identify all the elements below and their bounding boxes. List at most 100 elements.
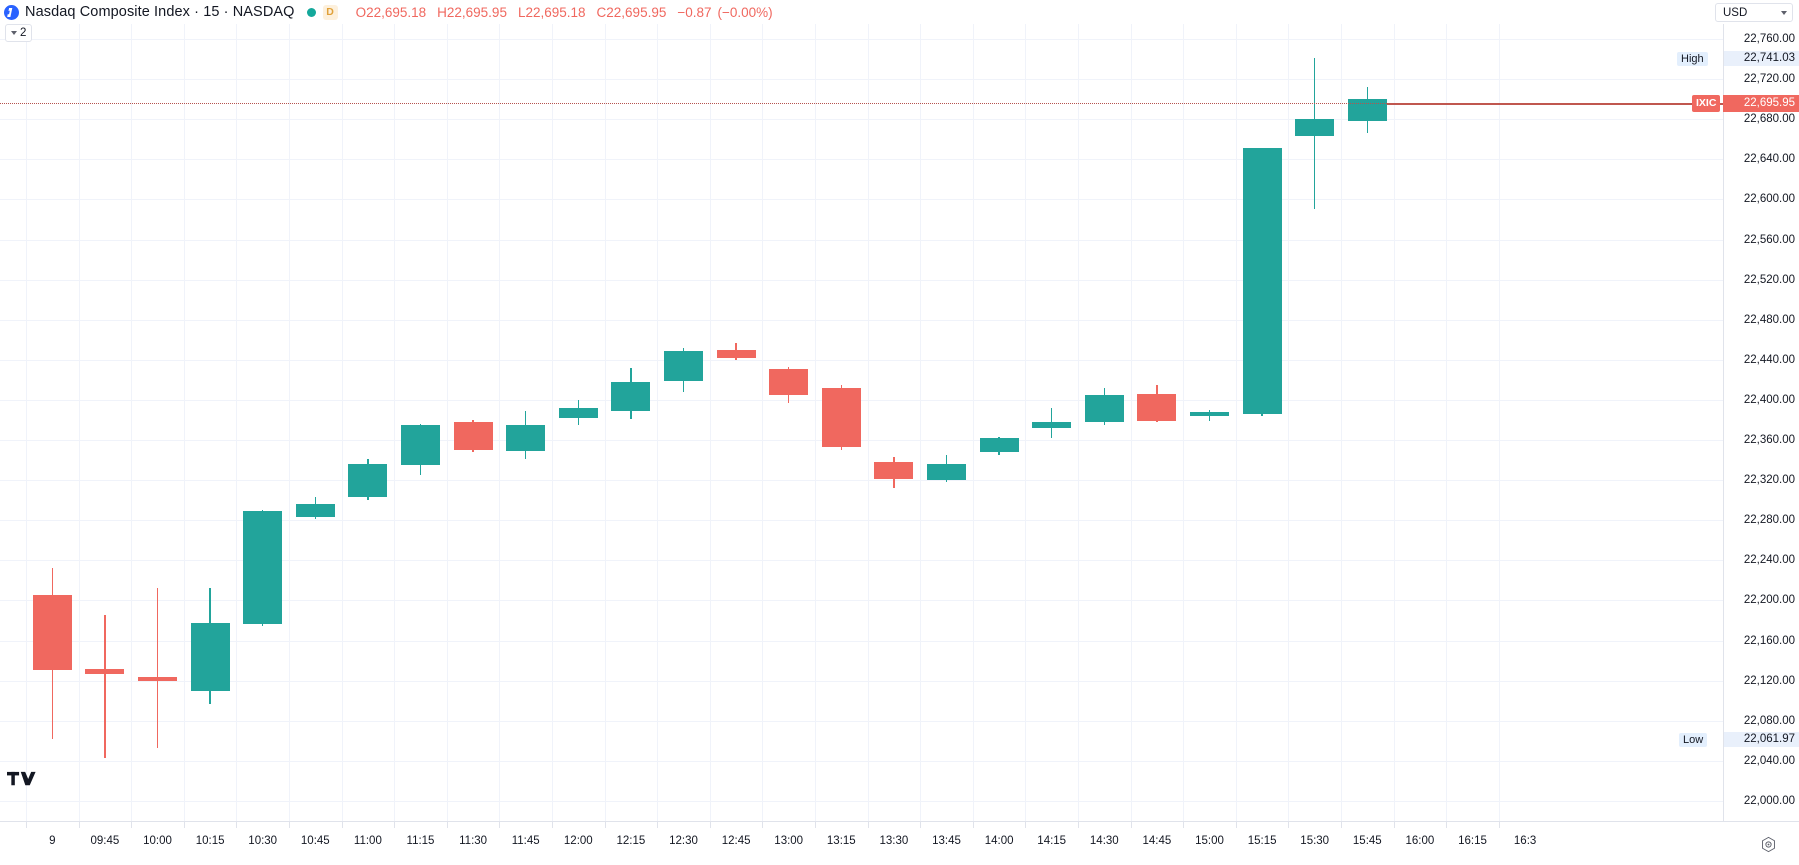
grid-line-horizontal [0, 720, 1723, 722]
currency-selector[interactable]: USD [1715, 3, 1793, 22]
time-axis-tick-label: 09:45 [90, 835, 120, 847]
time-axis-tick-label: 15:45 [1352, 835, 1382, 847]
grid-line-vertical [183, 24, 185, 821]
chart-plot-area[interactable] [0, 24, 1723, 821]
time-axis-tick-label: 15:15 [1247, 835, 1277, 847]
grid-line-horizontal [0, 640, 1723, 642]
time-axis-tick-label: 12:00 [563, 835, 593, 847]
high-value: 22,695.95 [446, 4, 507, 20]
grid-line-vertical [131, 24, 133, 821]
time-axis-tick-label: 10:30 [248, 835, 278, 847]
grid-line-horizontal [0, 359, 1723, 361]
time-axis-tick-label: 14:00 [984, 835, 1014, 847]
time-axis-tick-mark [1130, 822, 1132, 828]
time-axis-tick-label: 13:15 [826, 835, 856, 847]
time-axis-tick-mark [341, 822, 343, 828]
price-axis-tick-label: 22,560.00 [1743, 233, 1795, 246]
candle-wick [156, 588, 159, 748]
grid-line-vertical [499, 24, 501, 821]
candle-body [611, 381, 651, 411]
time-axis-tick-label: 9 [49, 835, 56, 847]
grid-line-horizontal [0, 39, 1723, 41]
time-axis-tick-mark [552, 822, 553, 828]
change-absolute: −0.87 [677, 4, 712, 20]
time-axis-tick-label: 10:45 [300, 835, 330, 847]
grid-line-vertical [762, 24, 764, 821]
candle-body [769, 368, 809, 395]
time-axis-tick-label: 13:30 [879, 835, 909, 847]
time-axis-tick-mark [236, 822, 238, 828]
time-axis-tick-mark [1235, 822, 1237, 828]
grid-line-vertical [289, 24, 290, 821]
collapsed-legend-count: 2 [20, 27, 27, 39]
candle-body [1347, 99, 1387, 122]
grid-line-vertical [709, 24, 711, 821]
grid-line-horizontal [0, 79, 1723, 81]
grid-line-vertical [972, 24, 974, 821]
candle-wick [104, 615, 106, 758]
time-axis-tick-mark [1446, 822, 1448, 828]
price-axis-tick-label: 22,640.00 [1743, 153, 1795, 166]
grid-line-vertical [341, 24, 343, 821]
chevron-down-icon [1781, 10, 1787, 15]
grid-line-horizontal [0, 440, 1723, 442]
candle-body [716, 349, 756, 358]
symbol-title[interactable]: Nasdaq Composite Index · 15 · NASDAQ [25, 4, 295, 20]
time-axis-tick-mark [1025, 822, 1027, 828]
time-axis-tick-mark [920, 822, 922, 828]
low-highlight-row [1724, 731, 1799, 747]
grid-line-horizontal [0, 399, 1723, 401]
grid-line-vertical [920, 24, 922, 821]
high-tag: High [1677, 52, 1708, 67]
grid-line-vertical [1078, 24, 1079, 821]
grid-line-vertical [236, 24, 238, 821]
price-axis-tick-label: 22,440.00 [1743, 353, 1795, 366]
current-price-tag[interactable]: 22,695.95 [1723, 95, 1799, 113]
grid-line-horizontal [0, 680, 1723, 682]
price-axis-tick-label: 22,480.00 [1743, 313, 1795, 326]
grid-line-horizontal [0, 279, 1723, 281]
grid-line-vertical [26, 24, 27, 821]
grid-line-horizontal [0, 199, 1723, 201]
grid-line-vertical [1498, 24, 1500, 821]
open-value: 22,695.18 [366, 4, 427, 20]
session-badge[interactable]: D [322, 4, 338, 20]
time-axis-tick-mark [1288, 822, 1290, 828]
time-axis-tick-mark [1341, 822, 1342, 828]
price-axis-tick-label: 22,320.00 [1743, 474, 1795, 487]
collapsed-legend-toggle[interactable]: 2 [5, 24, 33, 42]
time-axis-tick-label: 10:00 [143, 835, 172, 847]
candle-body [401, 425, 440, 466]
ohlc-values: O 22,695.18 H 22,695.95 L 22,695.18 C 22,695… [356, 5, 779, 20]
time-axis-tick-mark [446, 822, 448, 828]
time-axis[interactable]: 9 09:45 10:00 10:15 10:30 10:45 11:00 11:15 11:3… [0, 821, 1799, 865]
grid-line-horizontal [0, 520, 1723, 522]
price-axis[interactable]: 22,760.00 22,720.00 22,680.00 22,640.00 22,6… [1677, 24, 1799, 821]
time-axis-tick-label: 11:15 [406, 835, 435, 847]
time-axis-tick-label: 13:00 [774, 835, 804, 847]
price-axis-tick-label: 22,040.00 [1743, 754, 1795, 767]
grid-line-vertical [1341, 24, 1342, 821]
time-axis-tick-mark [1183, 822, 1185, 828]
clock-settings-icon[interactable] [1760, 836, 1777, 853]
grid-line-horizontal [0, 119, 1723, 121]
time-axis-tick-mark [762, 822, 764, 828]
candle-body [85, 668, 125, 674]
candle-body [138, 676, 177, 681]
grid-line-vertical [1183, 24, 1185, 821]
grid-line-vertical [604, 24, 606, 821]
candle-body [1137, 393, 1177, 421]
price-axis-tick-label: 22,080.00 [1743, 714, 1795, 727]
time-axis-tick-mark [604, 822, 606, 828]
price-axis-tick-label: 22,200.00 [1743, 594, 1795, 607]
grid-line-horizontal [0, 760, 1723, 762]
candle-body [1295, 119, 1335, 137]
time-axis-tick-mark [867, 822, 869, 828]
candle-body [348, 464, 388, 498]
time-axis-tick-mark [394, 822, 396, 828]
low-key: L [517, 4, 526, 20]
time-axis-tick-label: 16:3 [1513, 835, 1537, 847]
grid-line-vertical [1393, 24, 1395, 821]
grid-line-horizontal [0, 319, 1723, 321]
